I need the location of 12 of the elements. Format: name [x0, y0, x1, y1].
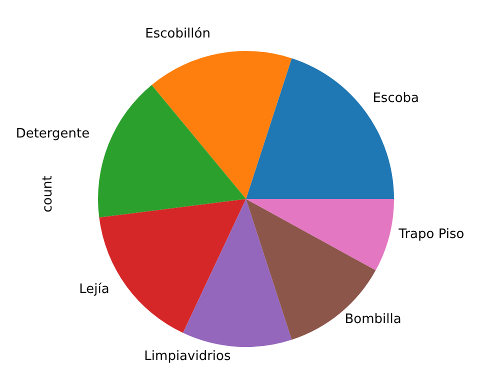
slice-label: Limpiavidrios	[144, 348, 231, 364]
pie-slice	[98, 84, 246, 218]
slice-label: Detergente	[16, 126, 90, 142]
slice-label: Bombilla	[344, 312, 402, 327]
pie-slice	[152, 51, 292, 199]
pie-slice	[246, 199, 394, 270]
slice-label: Escobillón	[145, 26, 210, 42]
slice-label: Escoba	[372, 90, 420, 106]
text: count	[40, 176, 56, 212]
slice-label: Trapo Piso	[398, 226, 464, 242]
slice-label: Lejía	[79, 282, 110, 298]
pie-slice	[182, 199, 292, 347]
